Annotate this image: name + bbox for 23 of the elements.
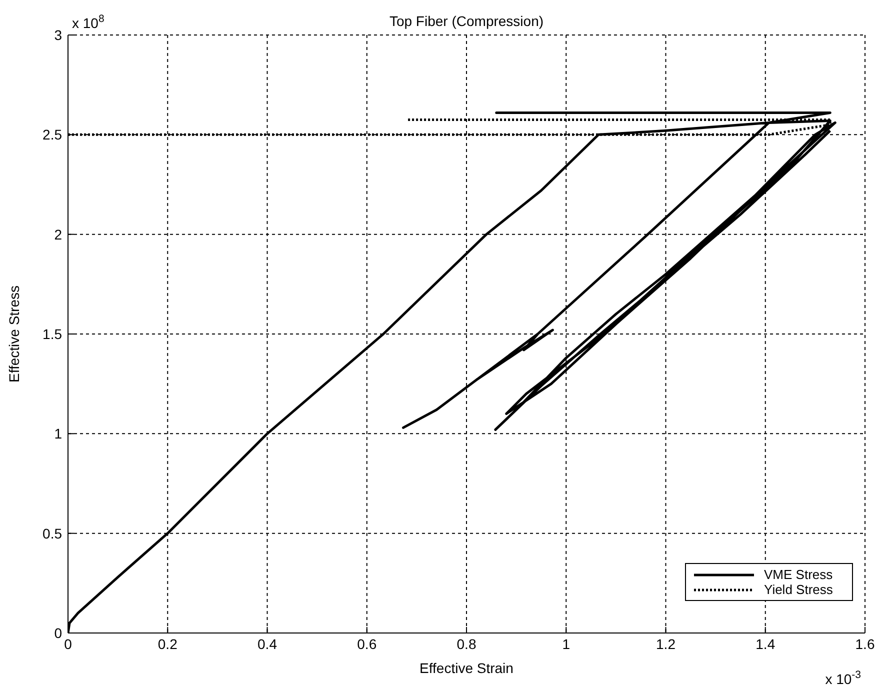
x-tick-label: 1.2 bbox=[656, 636, 676, 652]
y-tick-label: 2 bbox=[54, 226, 62, 242]
legend-label: VME Stress bbox=[764, 567, 833, 582]
x-tick-label: 0.6 bbox=[357, 636, 377, 652]
x-axis-title: Effective Strain bbox=[420, 660, 514, 676]
x-tick-label: 1.4 bbox=[756, 636, 776, 652]
x-tick-label: 0 bbox=[64, 636, 72, 652]
text: x 10$^{8}$ bbox=[72, 13, 104, 31]
text: x 10$^{-3}$ bbox=[825, 669, 862, 687]
y-tick-label: 0 bbox=[54, 624, 62, 641]
y-tick-label: 1.5 bbox=[42, 326, 62, 342]
x-tick-label: 1 bbox=[562, 636, 570, 652]
x-tick-label: 0.2 bbox=[158, 636, 178, 652]
chart-title: Top Fiber (Compression) bbox=[389, 13, 544, 29]
x-tick-label: 0.4 bbox=[258, 636, 278, 652]
y-tick-label: 3 bbox=[54, 26, 62, 43]
x-tick-label: 0.8 bbox=[456, 636, 476, 652]
y-axis-title: Effective Stress bbox=[6, 285, 22, 383]
legend-label: Yield Stress bbox=[764, 582, 833, 597]
y-tick-label: 2.5 bbox=[42, 126, 62, 143]
y-tick-label: 0.5 bbox=[42, 525, 62, 542]
x-tick-label: 1.6 bbox=[855, 636, 875, 652]
y-tick-label: 1 bbox=[54, 426, 62, 442]
